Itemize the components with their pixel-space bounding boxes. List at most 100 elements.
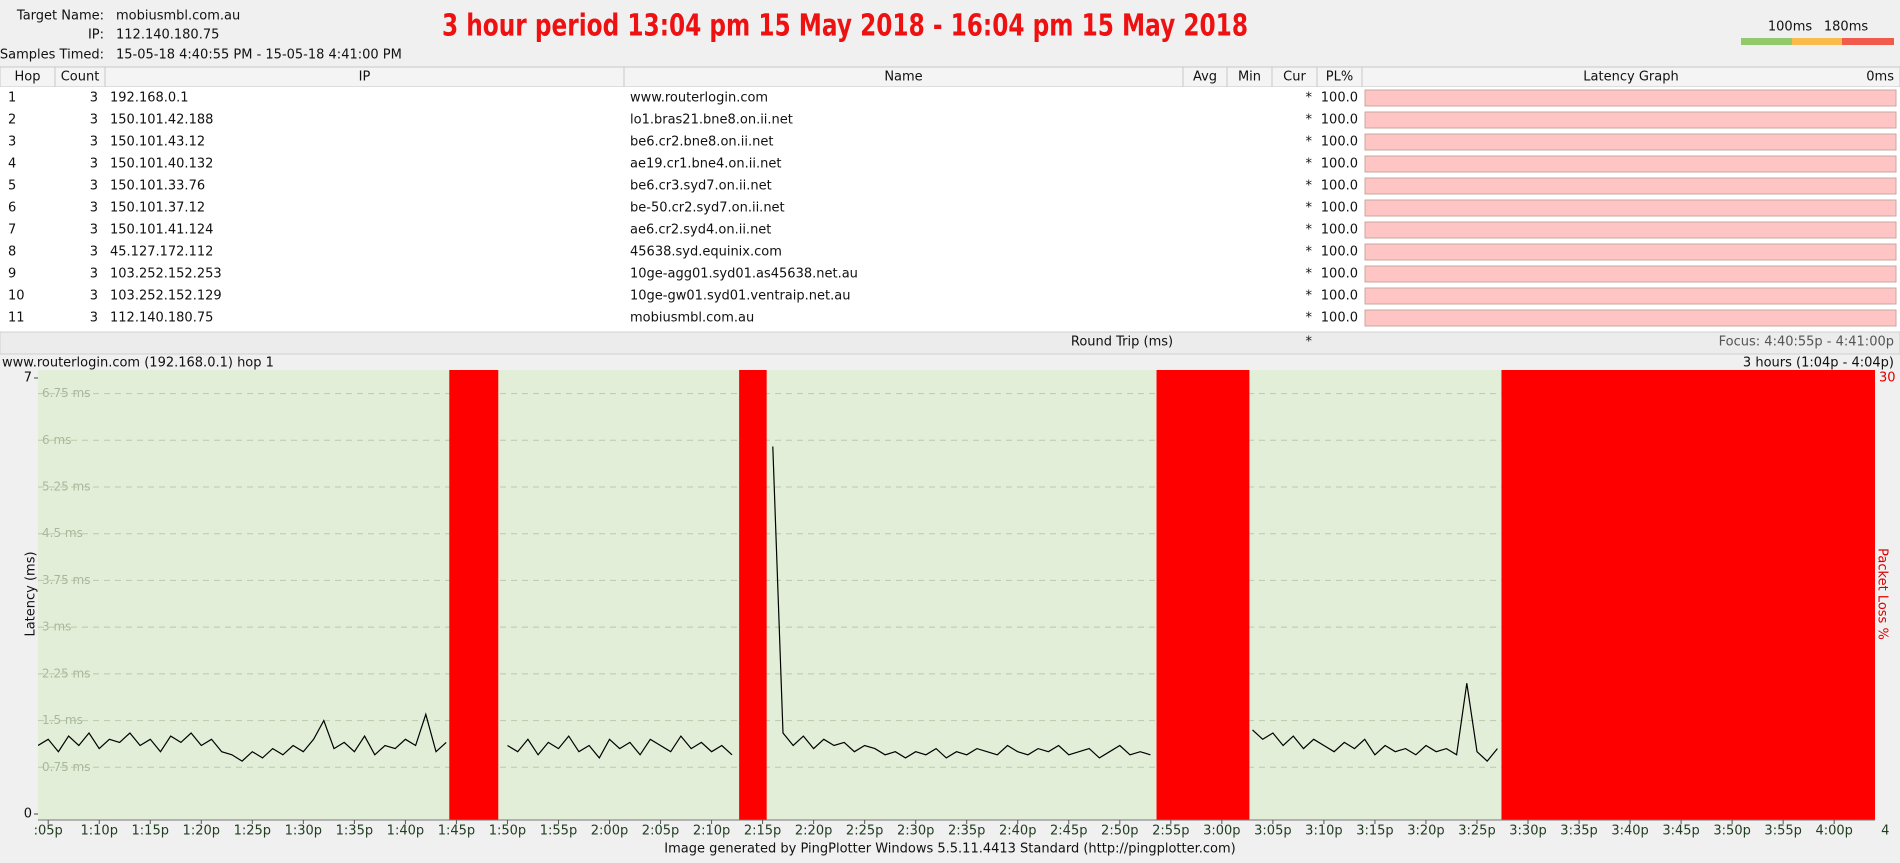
samples-value: 15-05-18 4:40:55 PM - 15-05-18 4:41:00 P… <box>116 48 402 63</box>
x-tick-label: 3:20p <box>1407 824 1444 839</box>
x-tick-label: 2:30p <box>897 824 934 839</box>
title: 3 hour period 13:04 pm 15 May 2018 - 16:… <box>442 9 1248 44</box>
row-graph-bar <box>1364 287 1897 305</box>
name: be6.cr3.syd7.on.ii.net <box>630 179 772 194</box>
x-tick-label: 4 <box>1881 824 1889 839</box>
pl: 100.0 <box>1321 223 1358 238</box>
graph-range: 3 hours (1:04p - 4:04p) <box>1743 356 1894 371</box>
grid-label: 6.75 ms <box>42 386 90 400</box>
x-tick-label: 1:40p <box>387 824 424 839</box>
grid-label: 5.25 ms <box>42 480 90 494</box>
samples-label: Samples Timed: <box>0 48 104 63</box>
cur: * <box>1306 311 1313 326</box>
hop: 11 <box>8 311 25 326</box>
x-tick-label: 2:25p <box>846 824 883 839</box>
loss-band <box>1501 370 1875 820</box>
count: 3 <box>90 157 98 172</box>
x-tick-label: 3:55p <box>1764 824 1801 839</box>
x-tick-label: 1:55p <box>540 824 577 839</box>
grid-label: 3.75 ms <box>42 573 90 587</box>
row-graph-bar <box>1364 309 1897 327</box>
pl: 100.0 <box>1321 267 1358 282</box>
legend-label: 100ms <box>1768 20 1812 35</box>
grid-label: 4.5 ms <box>42 526 83 540</box>
count: 3 <box>90 267 98 282</box>
y2-axis-label: Packet Loss % <box>1875 548 1890 640</box>
target-value: mobiusmbl.com.au <box>116 9 240 24</box>
y-axis-label: Latency (ms) <box>24 551 39 636</box>
cur: * <box>1306 157 1313 172</box>
row-graph-bar <box>1364 155 1897 173</box>
column-header: Name <box>884 70 922 85</box>
ip: 150.101.40.132 <box>110 157 213 172</box>
legend-swatch <box>1842 38 1894 45</box>
x-tick-label: 2:15p <box>744 824 781 839</box>
ip: 103.252.152.129 <box>110 289 222 304</box>
x-tick-label: 4:00p <box>1815 824 1852 839</box>
hop: 4 <box>8 157 16 172</box>
count: 3 <box>90 113 98 128</box>
name: ae19.cr1.bne4.on.ii.net <box>630 157 781 172</box>
x-tick-label: 3:35p <box>1560 824 1597 839</box>
row-graph-bar <box>1364 133 1897 151</box>
legend-swatch <box>1792 38 1842 45</box>
pl: 100.0 <box>1321 179 1358 194</box>
ip: 112.140.180.75 <box>110 311 213 326</box>
row-graph-bar <box>1364 199 1897 217</box>
x-tick-label: 1:25p <box>234 824 271 839</box>
x-tick-label: 3:45p <box>1662 824 1699 839</box>
round-trip-row <box>0 331 1900 355</box>
y-tick-label: 0 <box>24 807 32 822</box>
x-tick-label: 3:25p <box>1458 824 1495 839</box>
cur: * <box>1306 245 1313 260</box>
x-tick-label: 1:35p <box>336 824 373 839</box>
x-tick-label: 2:40p <box>999 824 1036 839</box>
focus: Focus: 4:40:55p - 4:41:00p <box>1719 335 1894 350</box>
cur: * <box>1306 267 1313 282</box>
x-tick-label: 1:30p <box>285 824 322 839</box>
ip-label: IP: <box>88 28 104 43</box>
column-header: Min <box>1238 70 1261 85</box>
pl: 100.0 <box>1321 113 1358 128</box>
ip: 150.101.41.124 <box>110 223 213 238</box>
grid-label: 1.5 ms <box>42 713 83 727</box>
name: 45638.syd.equinix.com <box>630 245 782 260</box>
name: be-50.cr2.syd7.on.ii.net <box>630 201 785 216</box>
count: 3 <box>90 91 98 106</box>
column-header: IP <box>359 70 371 85</box>
round-trip-cur: * <box>1306 335 1313 350</box>
round-trip-label: Round Trip (ms) <box>1071 335 1173 350</box>
hop: 8 <box>8 245 16 260</box>
row-graph-bar <box>1364 177 1897 195</box>
cur: * <box>1306 179 1313 194</box>
row-graph-bar <box>1364 111 1897 129</box>
count: 3 <box>90 135 98 150</box>
ip: 150.101.37.12 <box>110 201 205 216</box>
loss-band <box>739 370 767 820</box>
cur: * <box>1306 201 1313 216</box>
row-graph-bar <box>1364 89 1897 107</box>
name: 10ge-gw01.syd01.ventraip.net.au <box>630 289 850 304</box>
x-tick-label: 3:50p <box>1713 824 1750 839</box>
grid-label: 0.75 ms <box>42 760 90 774</box>
x-tick-label: 1:50p <box>489 824 526 839</box>
latency-line <box>38 446 1498 762</box>
cur: * <box>1306 113 1313 128</box>
x-tick-label: 1:10p <box>81 824 118 839</box>
count: 3 <box>90 179 98 194</box>
x-tick-label: 3:00p <box>1203 824 1240 839</box>
grid-label: 2.25 ms <box>42 666 90 680</box>
x-tick-label: 2:50p <box>1101 824 1138 839</box>
pl: 100.0 <box>1321 157 1358 172</box>
x-tick-label: 1:15p <box>132 824 169 839</box>
count: 3 <box>90 245 98 260</box>
name: www.routerlogin.com <box>630 91 768 106</box>
cur: * <box>1306 289 1313 304</box>
column-header: Avg <box>1193 70 1217 85</box>
hop: 5 <box>8 179 16 194</box>
ip: 150.101.42.188 <box>110 113 213 128</box>
hop: 6 <box>8 201 16 216</box>
x-tick-label: 2:20p <box>795 824 832 839</box>
pl: 100.0 <box>1321 289 1358 304</box>
